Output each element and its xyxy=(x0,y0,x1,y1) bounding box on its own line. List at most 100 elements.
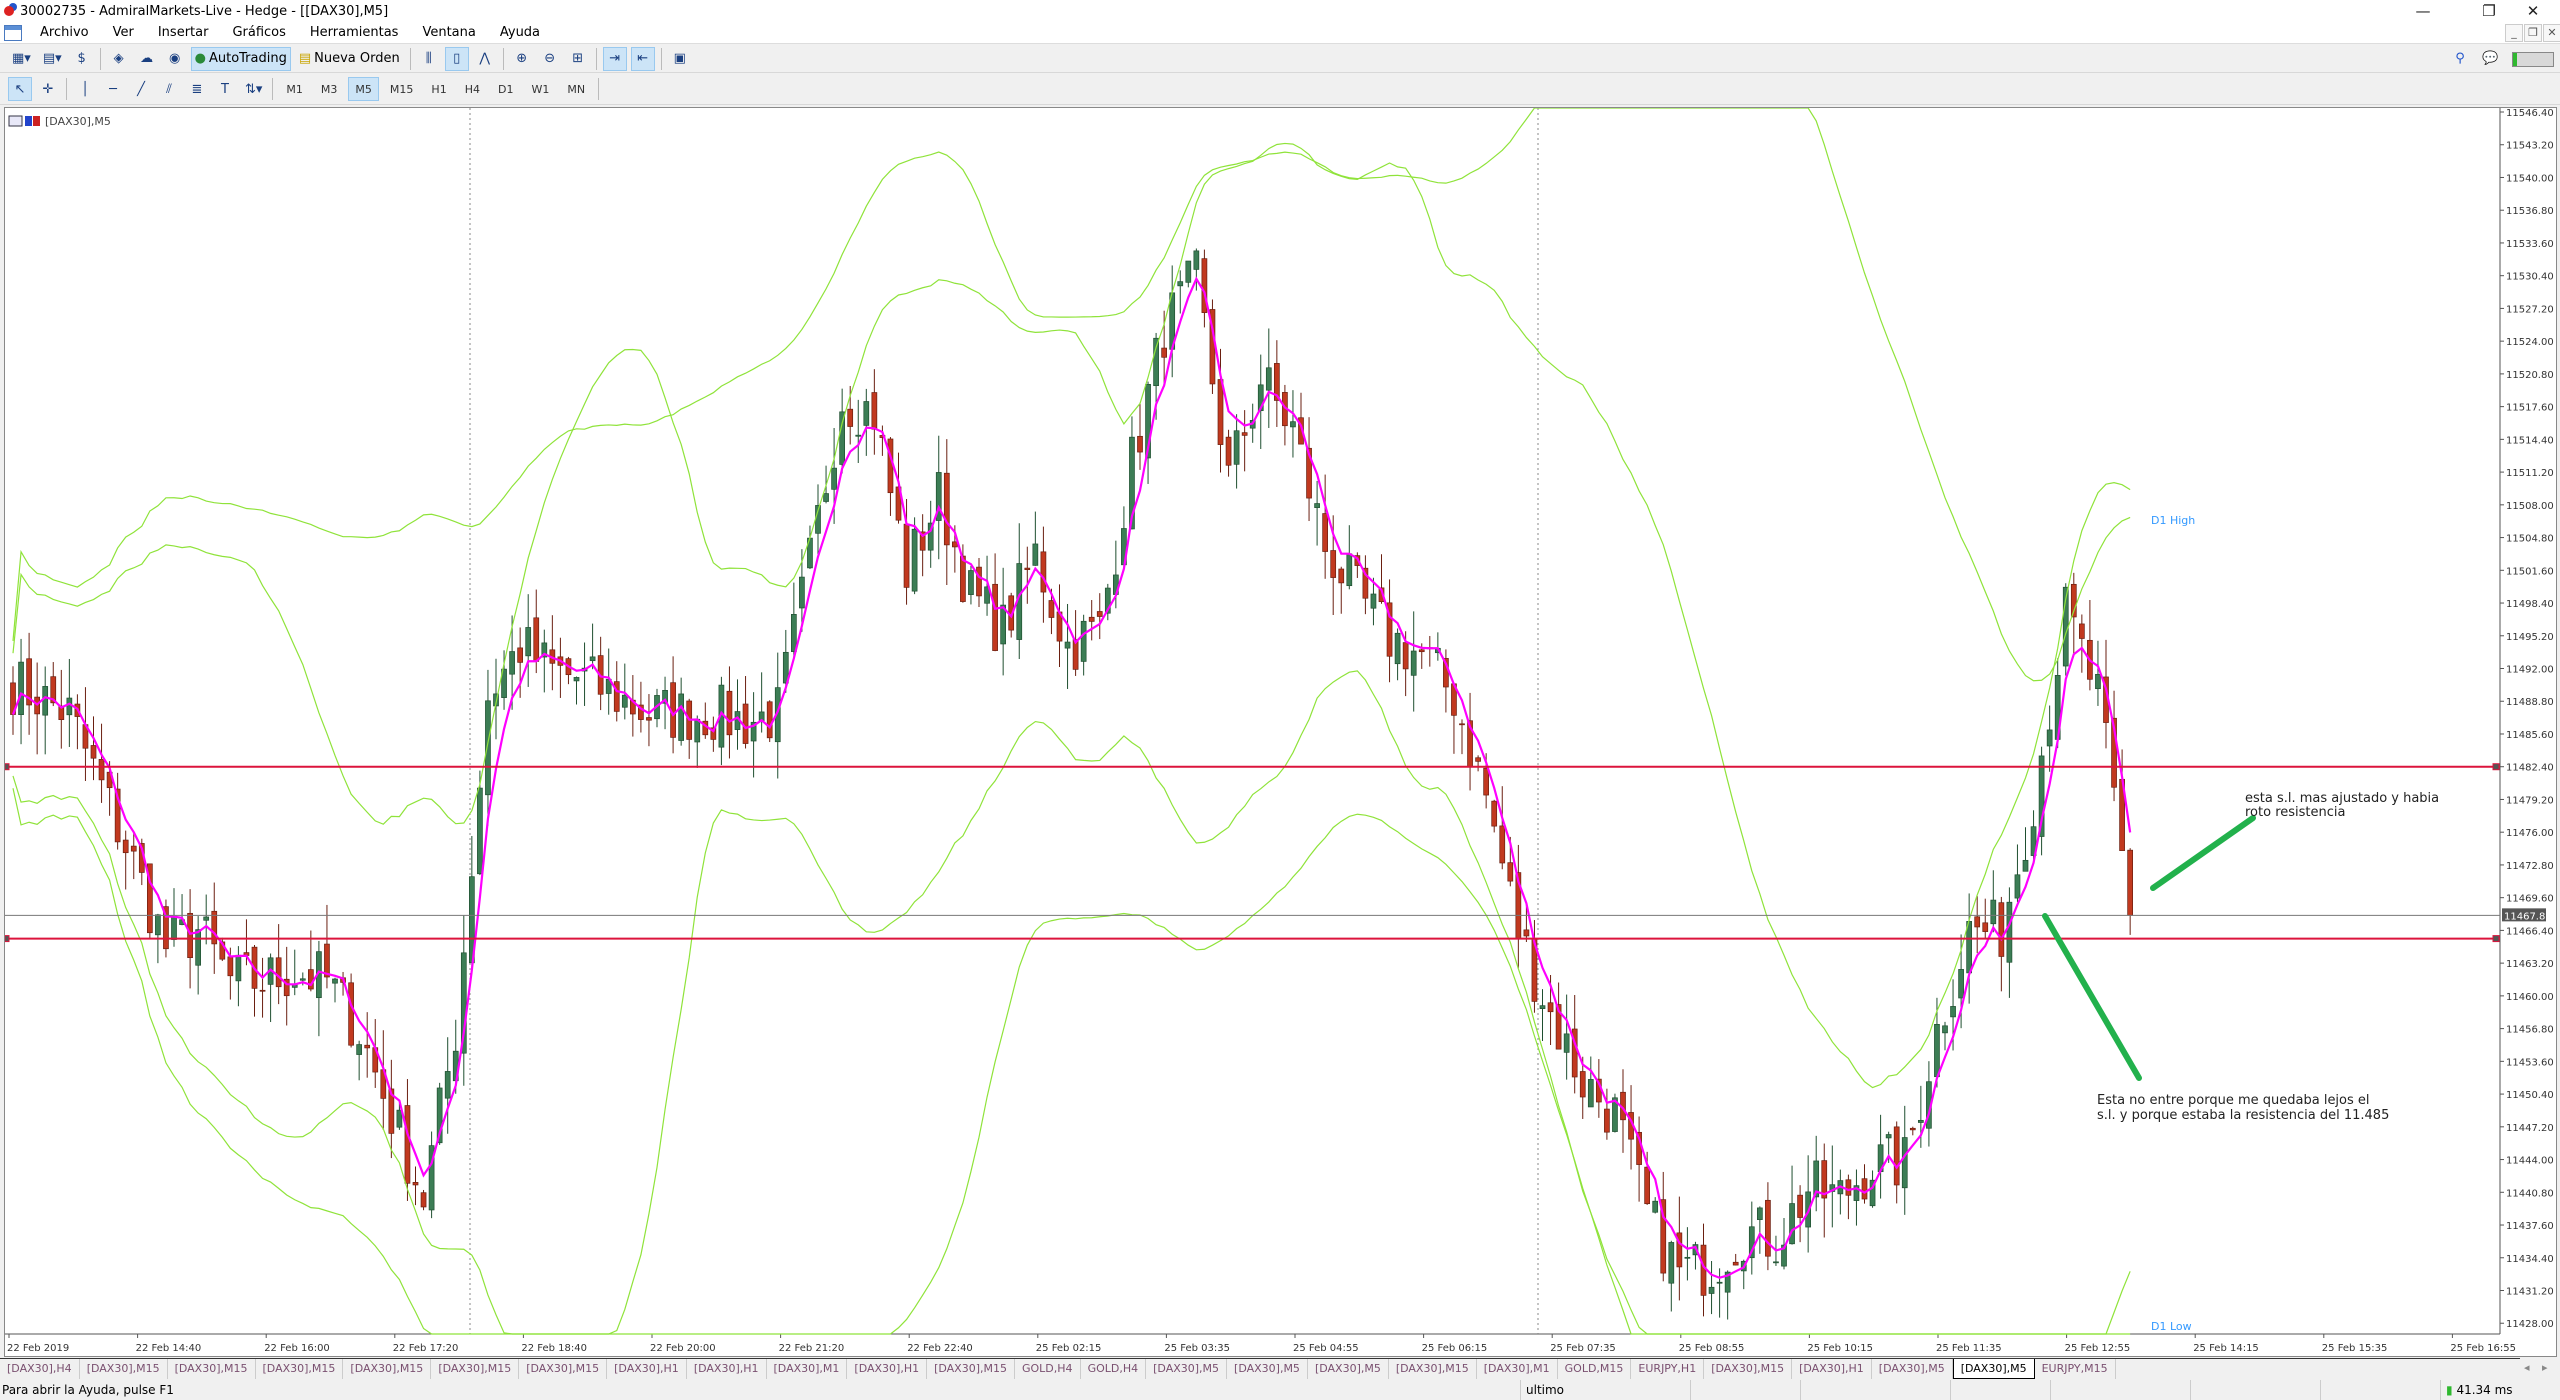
tile-windows-icon[interactable]: ⊞ xyxy=(572,51,584,66)
menu-ayuda[interactable]: Ayuda xyxy=(499,25,541,40)
timeframe-m1[interactable]: M1 xyxy=(286,82,303,96)
chart-tab[interactable]: [DAX30],M5 xyxy=(1308,1359,1389,1379)
mdi-minimize-button[interactable]: _ xyxy=(2505,24,2523,42)
chart-tab[interactable]: [DAX30],M15 xyxy=(1704,1359,1793,1379)
terminal-icon[interactable]: ☁ xyxy=(140,51,154,66)
chart-tab[interactable]: [DAX30],M15 xyxy=(168,1359,256,1379)
candlestick xyxy=(1515,844,1522,969)
time-tick-label: 25 Feb 12:55 xyxy=(2065,1343,2131,1354)
autotrading-button[interactable]: ● AutoTrading xyxy=(190,46,291,71)
tabs-scroll-right-icon[interactable]: ▸ xyxy=(2542,1361,2548,1374)
price-tick-label: 11504.80 xyxy=(2506,534,2554,545)
cursor-icon[interactable]: ↖ xyxy=(8,77,32,101)
candlestick xyxy=(1282,384,1288,446)
autoscroll-icon[interactable]: ⇥ xyxy=(602,46,627,71)
timeframe-mn[interactable]: MN xyxy=(567,82,586,96)
candle-body xyxy=(163,906,169,950)
line-chart-icon[interactable]: ⋀ xyxy=(479,51,491,66)
chart-tab[interactable]: GOLD,M15 xyxy=(1558,1359,1632,1379)
candlestick xyxy=(396,1103,403,1130)
chart-tab[interactable]: [DAX30],H1 xyxy=(687,1359,767,1379)
candlestick xyxy=(34,662,40,755)
menu-ver[interactable]: Ver xyxy=(112,25,134,40)
candle-body xyxy=(911,528,918,592)
candle-body xyxy=(1096,611,1103,617)
timeframe-h4[interactable]: H4 xyxy=(464,82,480,96)
equidistant-channel-icon[interactable]: ⫽ xyxy=(166,81,172,97)
chart-tab[interactable]: [DAX30],H1 xyxy=(1792,1359,1872,1379)
tabs-scroll-left-icon[interactable]: ◂ xyxy=(2524,1361,2530,1374)
candle-body xyxy=(1161,347,1168,358)
chat-icon[interactable]: 💬 xyxy=(2482,51,2499,66)
candle-body xyxy=(766,701,773,739)
timeframe-m3[interactable]: M3 xyxy=(320,82,338,96)
chart-tab[interactable]: [DAX30],H1 xyxy=(847,1359,928,1379)
new-order-button[interactable]: ▤ Nueva Orden xyxy=(295,47,404,71)
chart-tab[interactable]: [DAX30],M15 xyxy=(519,1359,608,1379)
candlestick xyxy=(1700,1223,1707,1317)
menu-graficos[interactable]: Gráficos xyxy=(232,25,286,40)
signals-icon[interactable]: ◉ xyxy=(168,51,181,66)
candlestick xyxy=(203,894,210,945)
restore-button[interactable]: ❐ xyxy=(2482,2,2496,20)
timeframe-m15[interactable]: M15 xyxy=(389,82,414,96)
price-tick-label: 11530.40 xyxy=(2506,272,2554,283)
candlestick xyxy=(42,666,49,755)
crosshair-icon[interactable]: ✛ xyxy=(42,81,54,97)
chart-tab[interactable]: GOLD,H4 xyxy=(1081,1359,1147,1379)
chart-tab[interactable]: [DAX30],M5 xyxy=(1872,1359,1953,1379)
chart-shift-icon[interactable]: ⇤ xyxy=(630,46,655,71)
candlestick-chart-icon[interactable]: ▯ xyxy=(444,46,469,71)
chart-tab[interactable]: [DAX30],M1 xyxy=(1477,1359,1558,1379)
chart-tab[interactable]: [DAX30],M1 xyxy=(767,1359,848,1379)
candle-body xyxy=(662,689,668,704)
zoom-in-icon[interactable]: ⊕ xyxy=(516,51,528,66)
chart-tab[interactable]: [DAX30],M15 xyxy=(431,1359,520,1379)
chart-tab[interactable]: EURJPY,H1 xyxy=(1631,1359,1705,1379)
chart-tab[interactable]: EURJPY,M15 xyxy=(2035,1359,2116,1379)
mdi-restore-button[interactable]: ❐ xyxy=(2524,24,2542,42)
timeframe-m5[interactable]: M5 xyxy=(348,77,379,101)
zoom-out-icon[interactable]: ⊖ xyxy=(544,51,556,66)
chart-tab[interactable]: GOLD,H4 xyxy=(1015,1359,1081,1379)
trendline-icon[interactable]: ╱ xyxy=(137,81,145,97)
arrows-icon[interactable]: ⇅▾ xyxy=(245,81,263,97)
chart-tab[interactable]: [DAX30],M15 xyxy=(1389,1359,1477,1379)
fibonacci-icon[interactable]: ≣ xyxy=(191,81,203,97)
chart-tab[interactable]: [DAX30],M5 xyxy=(1146,1359,1228,1379)
horizontal-line-icon[interactable]: ─ xyxy=(109,81,117,97)
timeframe-d1[interactable]: D1 xyxy=(497,82,514,96)
search-icon[interactable]: ⚲ xyxy=(2455,51,2465,66)
candle-body xyxy=(2111,717,2117,788)
chart-tab[interactable]: [DAX30],M15 xyxy=(927,1359,1015,1379)
menu-archivo[interactable]: Archivo xyxy=(40,25,89,40)
text-icon[interactable]: T xyxy=(221,81,229,97)
menu-ventana[interactable]: Ventana xyxy=(422,25,476,40)
mdi-close-button[interactable]: ✕ xyxy=(2543,24,2560,42)
chart-tab[interactable]: [DAX30],M15 xyxy=(80,1359,168,1379)
templates-icon[interactable]: ▣ xyxy=(673,51,686,66)
candle-body xyxy=(356,1044,362,1055)
menu-herramientas[interactable]: Herramientas xyxy=(309,25,399,40)
profiles-icon[interactable]: ▤▾ xyxy=(42,51,62,66)
price-chart[interactable]: 11546.40 11543.20 11540.00 11536.80 11533.60… xyxy=(4,107,2557,1357)
chart-tab[interactable]: [DAX30],M15 xyxy=(343,1359,432,1379)
market-watch-icon[interactable]: $ xyxy=(77,51,86,66)
navigator-icon[interactable]: ◈ xyxy=(113,51,124,66)
close-button[interactable]: ✕ xyxy=(2526,2,2540,20)
menu-insertar[interactable]: Insertar xyxy=(157,25,209,40)
bar-chart-icon[interactable]: ⫼ xyxy=(425,51,432,66)
chart-tab[interactable]: [DAX30],M5 xyxy=(1952,1359,2035,1379)
candlestick xyxy=(1145,381,1151,484)
chart-tab[interactable]: [DAX30],M15 xyxy=(256,1359,344,1379)
chart-tab[interactable]: [DAX30],H4 xyxy=(0,1359,80,1379)
timeframe-w1[interactable]: W1 xyxy=(531,82,550,96)
minimize-button[interactable]: — xyxy=(2415,2,2431,20)
chart-tab[interactable]: [DAX30],H1 xyxy=(607,1359,687,1379)
vertical-line-icon[interactable]: │ xyxy=(81,81,89,97)
timeframe-h1[interactable]: H1 xyxy=(431,82,447,96)
new-chart-icon[interactable]: ▦▾ xyxy=(12,51,31,66)
candlestick xyxy=(694,715,701,768)
chart-tab[interactable]: [DAX30],M5 xyxy=(1227,1359,1308,1379)
candlestick xyxy=(1096,593,1103,640)
